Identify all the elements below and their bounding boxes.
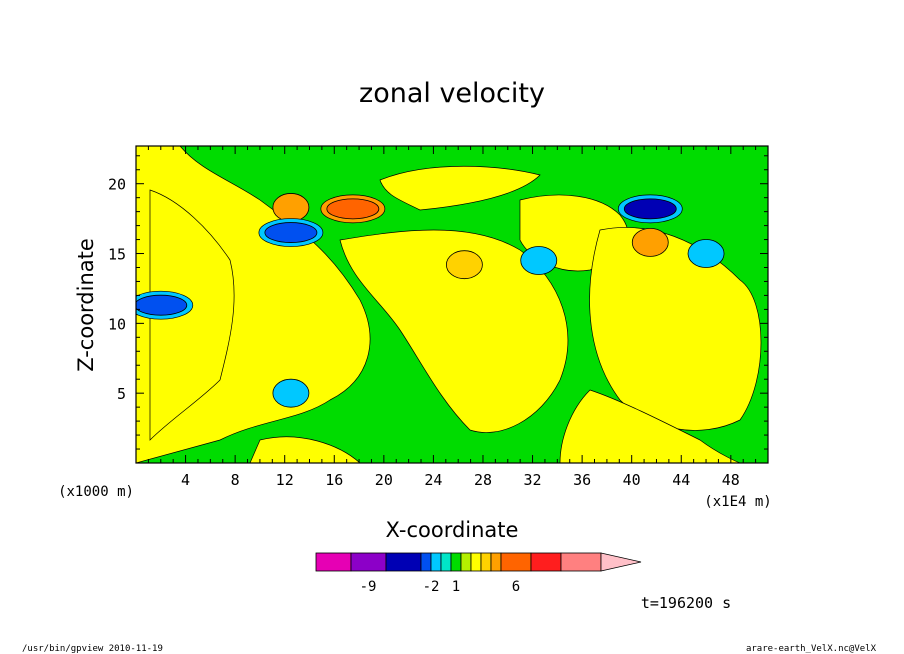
colorbar-segment — [480, 552, 492, 572]
colorbar-segment — [385, 552, 422, 572]
x-unit-label: (x1E4 m) — [704, 494, 771, 510]
y-tick-label: 15 — [108, 246, 126, 264]
data-feature — [631, 227, 669, 257]
y-axis-label: Z-coordinate — [74, 238, 98, 372]
x-tick-label: 16 — [325, 471, 343, 489]
footer-left: /usr/bin/gpview 2010-11-19 — [22, 644, 163, 654]
data-feature — [623, 198, 677, 220]
chart-title: zonal velocity — [359, 78, 545, 109]
colorbar-arrow — [600, 552, 642, 572]
contour-region — [379, 165, 541, 211]
y-axis: 5 10 15 20 — [108, 155, 768, 450]
data-feature — [445, 250, 483, 280]
colorbar-segment — [560, 552, 602, 572]
colorbar: -9 -2 1 6 — [315, 552, 642, 595]
x-axis-label: X-coordinate — [386, 518, 519, 542]
plot-area — [136, 146, 768, 463]
x-tick-label: 4 — [181, 471, 190, 489]
contour-region — [559, 389, 741, 463]
colorbar-tick-label: 1 — [452, 579, 460, 595]
time-label: t=196200 s — [641, 594, 731, 612]
x-tick-label: 20 — [375, 471, 393, 489]
data-feature — [264, 222, 318, 243]
x-tick-label: 28 — [474, 471, 492, 489]
footer-right: arare-earth_VelX.nc@VelX — [746, 644, 877, 654]
data-feature — [687, 239, 725, 268]
colorbar-tick-label: 6 — [512, 579, 520, 595]
colorbar-tick-label: -9 — [360, 579, 377, 595]
plot-frame — [135, 145, 769, 464]
x-tick-label: 12 — [276, 471, 294, 489]
colorbar-segment — [460, 552, 472, 572]
colorbar-segment — [450, 552, 462, 572]
x-tick-label: 8 — [231, 471, 240, 489]
colorbar-segment — [440, 552, 452, 572]
colorbar-segment — [490, 552, 502, 572]
x-tick-label: 48 — [722, 471, 740, 489]
colorbar-segment — [430, 552, 442, 572]
colorbar-segment — [470, 552, 482, 572]
contour-region — [339, 229, 569, 433]
x-axis: 4 8 12 16 20 24 28 32 36 40 44 48 — [147, 146, 757, 489]
data-feature — [520, 246, 558, 275]
x-tick-label: 32 — [524, 471, 542, 489]
data-feature — [272, 193, 310, 222]
colorbar-segment — [420, 552, 432, 572]
y-tick-label: 20 — [108, 176, 126, 194]
colorbar-segment — [350, 552, 387, 572]
data-feature — [136, 294, 188, 316]
x-tick-label: 40 — [623, 471, 641, 489]
x-tick-label: 24 — [424, 471, 442, 489]
x-tick-label: 44 — [672, 471, 690, 489]
data-feature — [272, 378, 310, 408]
y-unit-label: (x1000 m) — [58, 484, 134, 500]
colorbar-tick-label: -2 — [423, 579, 440, 595]
colorbar-segment — [500, 552, 532, 572]
x-tick-label: 36 — [573, 471, 591, 489]
y-tick-label: 5 — [117, 385, 126, 403]
colorbar-segment — [530, 552, 562, 572]
y-tick-label: 10 — [108, 315, 126, 333]
data-feature — [326, 198, 380, 220]
contour-region — [149, 189, 235, 441]
colorbar-segment — [315, 552, 352, 572]
